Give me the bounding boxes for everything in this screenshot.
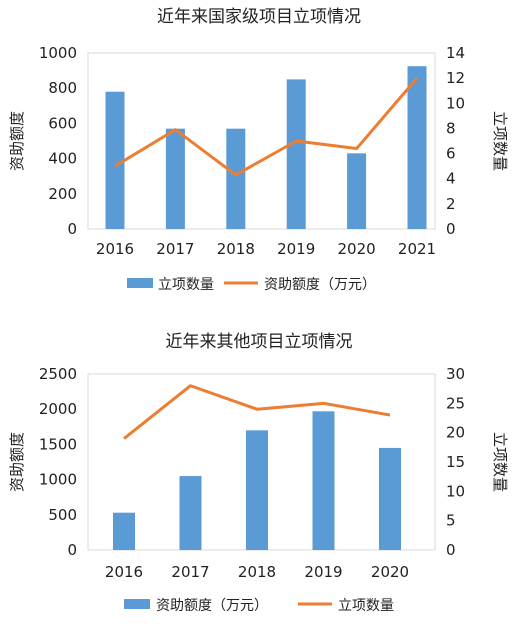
x-tick-label: 2019	[304, 563, 342, 581]
y-right-tick: 20	[446, 424, 465, 442]
chart-2: 近年来其他项目立项情况05001000150020002500051015202…	[8, 332, 509, 614]
x-tick-label: 2016	[96, 240, 134, 258]
x-tick-label: 2017	[156, 240, 194, 258]
y-right-tick: 14	[446, 44, 465, 62]
y-left-tick: 0	[67, 541, 77, 559]
y-left-tick: 500	[48, 506, 77, 524]
y-left-axis-label: 资助额度	[8, 432, 26, 492]
bar	[379, 447, 401, 550]
line-series	[114, 77, 419, 177]
bar	[286, 79, 306, 230]
bar	[407, 66, 427, 229]
chart-title: 近年来其他项目立项情况	[166, 332, 353, 352]
chart-1: 近年来国家级项目立项情况 0 200 400 600 800 1000 0 2 4 6 8 10 12 14…	[8, 7, 509, 293]
legend: 资助额度（万元） 立项数量	[124, 598, 394, 614]
y-left-tick: 800	[48, 79, 77, 97]
x-tick-label: 2017	[171, 563, 209, 581]
y-left-tick: 1500	[39, 435, 77, 453]
y-right-tick: 6	[446, 145, 456, 163]
legend-label: 资助额度（万元）	[264, 277, 376, 293]
y-right-axis-label: 立项数量	[491, 432, 509, 492]
y-left-tick: 200	[48, 185, 77, 203]
y-right-tick: 25	[446, 394, 465, 412]
x-tick-label: 2020	[371, 563, 409, 581]
y-right-tick: 10	[446, 482, 465, 500]
line-series	[123, 384, 391, 440]
y-right-tick: 4	[446, 170, 456, 188]
bar	[179, 476, 202, 550]
y-right-tick: 30	[446, 365, 465, 383]
y-right-tick: 5	[446, 512, 456, 530]
legend-label: 立项数量	[158, 277, 214, 293]
y-left-tick: 2000	[39, 400, 77, 418]
bar	[246, 430, 268, 550]
x-tick-label: 2021	[398, 240, 436, 258]
x-tick-label: 2020	[338, 240, 376, 258]
legend-label: 资助额度（万元）	[156, 598, 268, 614]
bar	[113, 512, 135, 550]
bar	[165, 128, 185, 229]
y-right-tick: 15	[446, 453, 465, 471]
bar	[226, 128, 246, 229]
y-left-axis-label: 资助额度	[8, 111, 26, 171]
x-tick-label: 2018	[238, 563, 276, 581]
y-left-tick: 400	[48, 150, 77, 168]
y-right-tick: 10	[446, 94, 465, 112]
chart-title: 近年来国家级项目立项情况	[157, 7, 361, 27]
y-right-tick: 8	[446, 119, 456, 137]
y-right-axis-label: 立项数量	[491, 111, 509, 171]
y-right-tick: 0	[446, 541, 456, 559]
y-right-tick: 12	[446, 69, 465, 87]
x-tick-label: 2018	[217, 240, 255, 258]
legend-bar-swatch	[127, 278, 153, 288]
y-right-tick: 0	[446, 220, 456, 238]
bar	[105, 91, 125, 229]
legend-bar-swatch	[124, 599, 150, 609]
y-left-tick: 0	[67, 220, 77, 238]
legend: 立项数量 资助额度（万元）	[127, 277, 376, 293]
y-right-tick: 2	[446, 195, 456, 213]
plot-area	[87, 52, 436, 230]
y-left-tick: 1000	[39, 44, 77, 62]
x-tick-label: 2016	[105, 563, 143, 581]
y-left-tick: 600	[48, 114, 77, 132]
bar	[347, 153, 367, 229]
x-tick-label: 2019	[277, 240, 315, 258]
y-left-tick: 2500	[39, 365, 77, 383]
y-left-tick: 1000	[39, 471, 77, 489]
bar	[312, 411, 335, 550]
legend-label: 立项数量	[338, 598, 394, 614]
